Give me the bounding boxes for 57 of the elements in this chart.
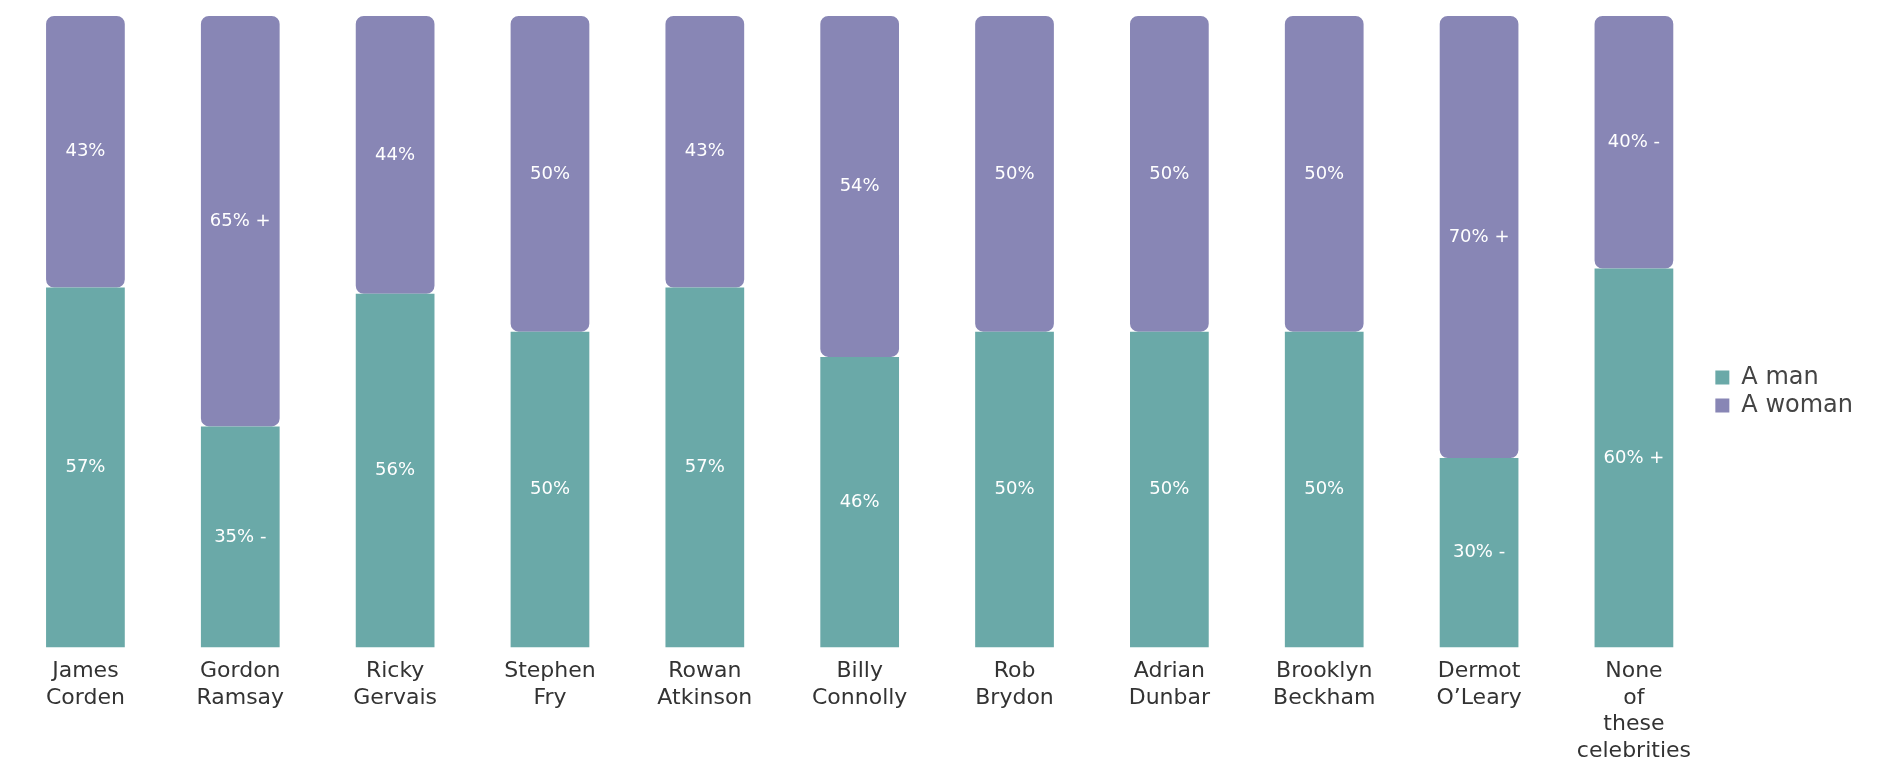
data-label: 50% [529, 477, 570, 499]
bar [1594, 16, 1674, 269]
data-label: 57% [684, 455, 725, 477]
legend-label: A man [1741, 361, 1819, 390]
bar [820, 16, 900, 357]
bar [1130, 331, 1209, 648]
data-label: 50% [994, 477, 1035, 499]
bar [355, 293, 435, 648]
bar [975, 16, 1054, 332]
bar [1284, 331, 1364, 648]
data-label: 44% [375, 142, 416, 164]
data-label: 50% [1149, 161, 1190, 183]
bar [665, 287, 745, 648]
legend-label: A woman [1741, 389, 1853, 418]
data-label: 50% [1149, 477, 1190, 499]
data-label: 43% [684, 139, 725, 161]
x-tick-label: Ricky Gervais [353, 657, 437, 709]
data-label: 65% + [209, 208, 271, 230]
bar [1439, 457, 1519, 648]
x-tick-label: Adrian Dunbar [1128, 657, 1211, 709]
bar [46, 287, 125, 648]
data-label: 54% [839, 174, 880, 196]
x-tick-label: Rowan Atkinson [657, 657, 753, 709]
data-label: 60% + [1603, 445, 1665, 467]
x-tick-label: Billy Connolly [811, 657, 908, 709]
data-label: 35% - [214, 524, 267, 546]
data-label: 46% [839, 489, 880, 511]
bar [355, 16, 435, 294]
bar [510, 16, 590, 332]
x-tick-label: None of these celebrities [1576, 657, 1691, 762]
bar [200, 426, 280, 648]
data-label: 56% [375, 458, 416, 480]
bar [200, 16, 280, 427]
data-label: 50% [529, 161, 570, 183]
x-tick-label: Dermot O’Leary [1436, 657, 1522, 709]
bar [820, 356, 900, 648]
bar [1284, 16, 1364, 332]
data-label: 43% [65, 139, 106, 161]
bar [46, 16, 125, 288]
bar [665, 16, 745, 288]
data-label: 70% + [1448, 224, 1510, 246]
x-tick-label: Rob Brydon [975, 657, 1054, 709]
bar [510, 331, 590, 648]
x-tick-label: James Corden [45, 657, 125, 709]
bar [975, 331, 1054, 648]
data-label: 40% - [1607, 129, 1661, 151]
data-label: 50% [994, 161, 1035, 183]
data-label: 57% [65, 455, 106, 477]
bar [1439, 16, 1519, 458]
data-label: 50% [1304, 161, 1345, 183]
bar [1130, 16, 1209, 332]
x-tick-label: Brooklyn Beckham [1273, 657, 1376, 709]
data-label: 50% [1304, 477, 1345, 499]
x-tick-label: Stephen Fry [504, 657, 596, 709]
data-label: 30% - [1452, 540, 1506, 562]
bar [1594, 268, 1674, 648]
x-tick-label: Gordon Ramsay [196, 657, 285, 709]
